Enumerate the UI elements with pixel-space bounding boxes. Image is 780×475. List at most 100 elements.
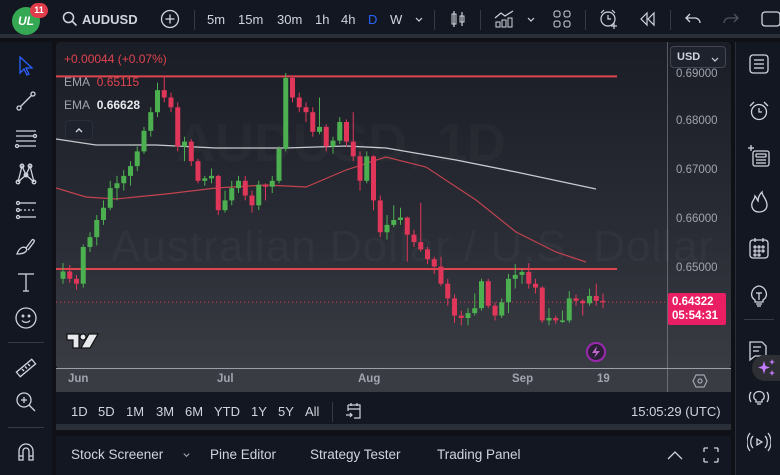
- tab-trading-panel[interactable]: Trading Panel: [437, 447, 521, 462]
- range-5y[interactable]: 5Y: [278, 404, 294, 419]
- tradingview-logo[interactable]: [66, 332, 100, 357]
- tradingview-logo-icon: [66, 333, 100, 349]
- ema-fast-label: EMA: [64, 75, 90, 89]
- range-3m[interactable]: 3M: [156, 404, 175, 419]
- chevron-down-icon: [415, 17, 423, 22]
- flame-icon: [751, 190, 768, 213]
- brush-tool[interactable]: [12, 232, 40, 260]
- emoji-tool[interactable]: [12, 304, 40, 332]
- time-tick: 19: [597, 373, 610, 385]
- create-alert-button[interactable]: [598, 0, 620, 38]
- last-price-tag: 0.64322 05:54:31: [668, 293, 726, 325]
- range-1m[interactable]: 1M: [126, 404, 145, 419]
- add-list-icon: [748, 145, 770, 167]
- undo-button[interactable]: [684, 0, 702, 38]
- sparkles-icon: [758, 359, 775, 376]
- range-all[interactable]: All: [305, 404, 320, 419]
- alarm-clock-icon: [749, 101, 769, 121]
- range-1y[interactable]: 1Y: [251, 404, 267, 419]
- measure-tool[interactable]: [12, 354, 40, 382]
- indicators-button[interactable]: [493, 0, 517, 38]
- text-icon: [18, 273, 34, 292]
- chart-type-button[interactable]: [448, 0, 468, 38]
- trend-line-tool[interactable]: [12, 87, 40, 115]
- magnet-tool[interactable]: [12, 438, 40, 466]
- divider: [744, 319, 774, 320]
- text-tool[interactable]: [12, 268, 40, 296]
- interval-dropdown[interactable]: [414, 0, 424, 38]
- tab-strategy-tester[interactable]: Strategy Tester: [310, 447, 401, 462]
- interval-1d-active[interactable]: D: [368, 11, 378, 27]
- range-1d[interactable]: 1D: [71, 404, 88, 419]
- ema-slow-legend[interactable]: EMA 0.66628: [64, 98, 140, 112]
- maximize-icon: [703, 447, 719, 463]
- chevron-down-icon: [183, 453, 190, 458]
- streams-button[interactable]: [745, 383, 773, 411]
- tab-stock-screener[interactable]: Stock Screener: [71, 447, 164, 462]
- plus-circle-icon: [160, 9, 180, 29]
- lightning-event-marker[interactable]: [586, 342, 606, 362]
- ai-assistant-button[interactable]: [752, 355, 780, 381]
- calendar-button[interactable]: [745, 234, 773, 262]
- fib-retracement-tool[interactable]: [12, 124, 40, 152]
- interval-15m[interactable]: 15m: [238, 11, 264, 27]
- alerts-button[interactable]: [745, 97, 773, 125]
- replay-button[interactable]: [638, 0, 658, 38]
- interval-4h[interactable]: 4h: [341, 11, 356, 27]
- chart-settings-button[interactable]: [667, 369, 731, 393]
- divider: [332, 402, 333, 422]
- candlestick-chart[interactable]: [56, 42, 667, 369]
- compare-symbol-button[interactable]: [160, 0, 180, 38]
- rewind-icon: [640, 11, 655, 27]
- time-axis[interactable]: Jun Jul Aug Sep 19: [56, 368, 731, 393]
- time-tick: Jun: [68, 373, 89, 385]
- ideas-button[interactable]: [745, 282, 773, 310]
- zoom-in-tool[interactable]: [12, 388, 40, 416]
- zoom-in-icon: [16, 392, 36, 412]
- chevron-down-icon: [711, 57, 719, 62]
- symbol-search-button[interactable]: AUDUSD: [62, 0, 138, 38]
- ruler-icon: [15, 358, 37, 378]
- range-6m[interactable]: 6M: [185, 404, 204, 419]
- currency-select[interactable]: USD: [670, 46, 726, 68]
- horizontal-lines-icon: [14, 130, 38, 149]
- chevron-down-icon: [527, 17, 535, 22]
- tab-pine-editor[interactable]: Pine Editor: [210, 447, 277, 462]
- live-stream-button[interactable]: [745, 428, 773, 456]
- cursor-arrow-icon: [19, 55, 34, 76]
- fullscreen-button[interactable]: [760, 0, 780, 38]
- forecast-tool[interactable]: [12, 196, 40, 224]
- hotlists-button[interactable]: [745, 188, 773, 216]
- price-tick: 0.65000: [676, 262, 718, 274]
- interval-1h[interactable]: 1h: [315, 11, 330, 27]
- expand-panel-button[interactable]: [666, 449, 684, 464]
- ema-slow-value: 0.66628: [96, 98, 141, 112]
- interval-5m[interactable]: 5m: [207, 11, 226, 27]
- cursor-tool[interactable]: [12, 52, 40, 80]
- chart-pane[interactable]: AUDUSD, 1D Australian Dollar / U.S. Doll…: [56, 42, 731, 369]
- calendar-arrow-icon: [346, 403, 361, 419]
- range-ytd[interactable]: YTD: [214, 404, 240, 419]
- redo-button[interactable]: [722, 0, 740, 38]
- ema-fast-legend[interactable]: EMA 0.65115: [64, 75, 139, 89]
- time-tick: Jul: [217, 373, 234, 385]
- range-5d[interactable]: 5D: [98, 404, 115, 419]
- go-to-date-button[interactable]: [344, 401, 364, 426]
- interval-1w[interactable]: W: [390, 11, 403, 27]
- collapse-legend-button[interactable]: [65, 120, 93, 140]
- price-tick: 0.66000: [676, 213, 718, 225]
- undo-icon: [685, 13, 701, 24]
- utc-clock[interactable]: 15:05:29 (UTC): [631, 404, 721, 419]
- pattern-tool[interactable]: [12, 160, 40, 188]
- divider: [480, 10, 481, 30]
- object-tree-button[interactable]: [745, 142, 773, 170]
- interval-30m[interactable]: 30m: [277, 11, 303, 27]
- maximize-panel-button[interactable]: [701, 445, 721, 468]
- layouts-button[interactable]: [552, 0, 572, 38]
- stock-screener-dropdown[interactable]: [182, 447, 191, 462]
- indicators-dropdown[interactable]: [526, 0, 536, 38]
- watchlist-button[interactable]: [745, 50, 773, 78]
- divider: [670, 10, 671, 30]
- price-axis[interactable]: 0.69000 0.68000 0.67000 0.66000 0.65000: [667, 42, 731, 369]
- watchlist-icon: [749, 54, 769, 74]
